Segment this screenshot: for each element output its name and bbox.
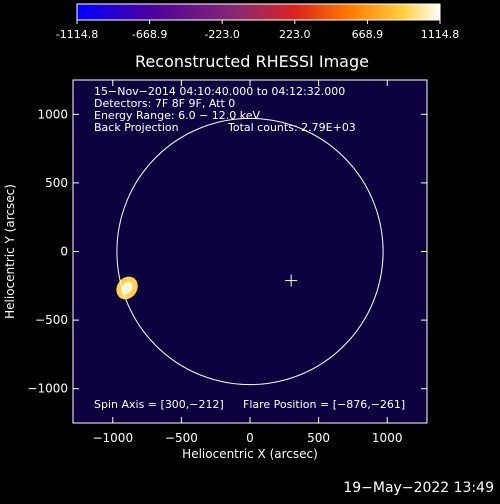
y-axis: 1000 500 0 −500 −1000 [27, 107, 427, 396]
y-tick-label: 500 [45, 176, 68, 190]
colorbar-tick-label: 668.9 [352, 28, 384, 41]
annotation-energy-range: Energy Range: 6.0 − 12.0 keV [94, 109, 261, 122]
x-tick-label: 500 [307, 431, 330, 445]
x-axis-label: Heliocentric X (arcsec) [182, 447, 318, 461]
colorbar-tick-label: -223.0 [204, 28, 239, 41]
colorbar-ticks: -1114.8 -668.9 -223.0 223.0 668.9 1114.8 [56, 20, 459, 41]
x-tick-label: 1000 [372, 431, 403, 445]
y-tick-label: 1000 [37, 107, 68, 121]
annotation-total-counts: Total counts: 2.79E+03 [227, 121, 356, 134]
annotation-time-range: 15−Nov−2014 04:10:40.000 to 04:12:32.000 [94, 85, 345, 98]
y-tick-label: 0 [60, 245, 68, 259]
annotation-spin-axis: Spin Axis = [300,−212] [94, 398, 224, 411]
y-tick-label: −500 [35, 313, 68, 327]
y-axis-label: Heliocentric Y (arcsec) [3, 184, 17, 319]
colorbar-tick-label: -1114.8 [56, 28, 98, 41]
chart-title: Reconstructed RHESSI Image [135, 52, 369, 71]
image-area [73, 80, 427, 423]
solar-limb [116, 117, 384, 386]
colorbar-tick-label: -668.9 [132, 28, 167, 41]
annotation-method: Back Projection [94, 121, 179, 134]
annotation-flare-position: Flare Position = [−876,−261] [243, 398, 405, 411]
x-tick-label: −500 [165, 431, 198, 445]
spin-axis-marker [285, 274, 298, 287]
colorbar [76, 3, 441, 21]
colorbar-tick-label: 223.0 [279, 28, 311, 41]
x-axis: −1000 −500 0 500 1000 [92, 80, 402, 445]
backprojection-image [73, 80, 427, 423]
x-tick-label: −1000 [92, 431, 133, 445]
annotation-detectors: Detectors: 7F 8F 9F, Att 0 [94, 97, 235, 110]
x-tick-label: 0 [246, 431, 254, 445]
y-tick-label: −1000 [27, 382, 68, 396]
timestamp: 19−May−2022 13:49 [343, 480, 494, 496]
colorbar-tick-label: 1114.8 [421, 28, 460, 41]
annotations: 15−Nov−2014 04:10:40.000 to 04:12:32.000… [94, 85, 405, 411]
flare-source-core [121, 281, 133, 295]
